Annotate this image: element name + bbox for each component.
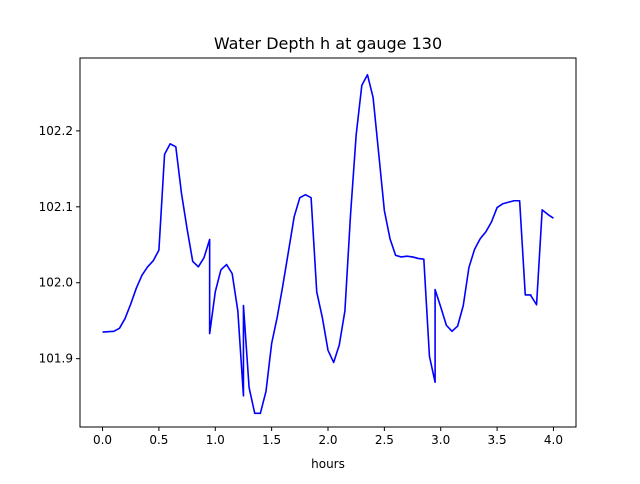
- x-tick-label: 1.5: [262, 433, 281, 447]
- y-tick-label: 102.1: [39, 200, 73, 214]
- axis-ticks: 0.0 0.5 1.0 1.5 2.0 2.5 3.0 3.5 4.0 101.9 102.0 102…: [39, 124, 563, 447]
- x-tick-label: 0.5: [149, 433, 168, 447]
- plot-frame: [79, 57, 577, 428]
- x-tick-label: 2.0: [318, 433, 337, 447]
- x-tick-label: 4.0: [544, 433, 563, 447]
- x-axis-label: hours: [311, 457, 345, 471]
- x-tick-label: 0.0: [93, 433, 112, 447]
- series-line: [102, 73, 554, 415]
- y-tick-label: 102.0: [39, 276, 73, 290]
- x-tick-label: 3.5: [488, 433, 507, 447]
- y-tick-label: 101.9: [39, 352, 73, 366]
- chart-title: Water Depth h at gauge 130: [214, 34, 442, 53]
- series-layer: [102, 73, 554, 415]
- x-tick-label: 3.0: [431, 433, 450, 447]
- x-tick-label: 1.0: [206, 433, 225, 447]
- y-tick-label: 102.2: [39, 124, 73, 138]
- x-tick-label: 2.5: [375, 433, 394, 447]
